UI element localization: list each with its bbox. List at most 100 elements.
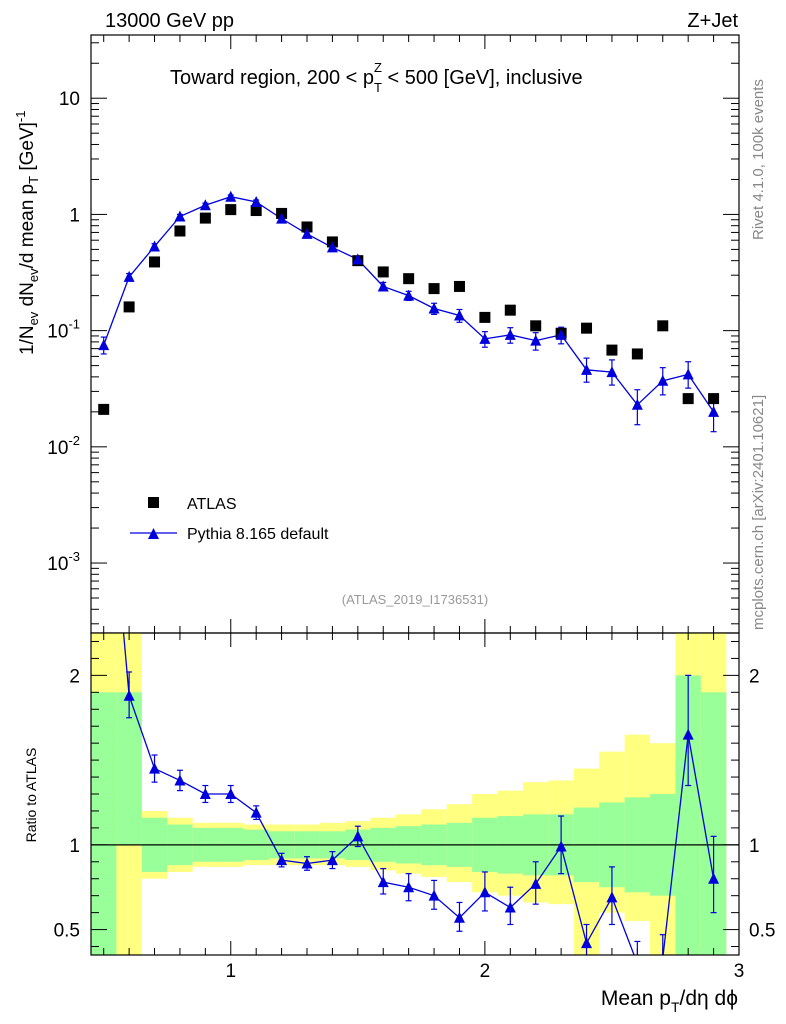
mc-point	[581, 363, 593, 375]
ratio-point	[199, 788, 211, 799]
y-tick-label: 10	[59, 89, 80, 110]
stat-band-bin	[700, 692, 727, 955]
ratio-uncertainty-bands	[91, 633, 727, 955]
legend-mc-marker	[148, 528, 159, 539]
data-point	[479, 311, 491, 323]
y-tick-label: 10-1	[47, 317, 80, 343]
ratio-tick-label: 2	[69, 666, 80, 687]
ratio-point	[225, 788, 237, 799]
data-point	[428, 283, 440, 295]
mc-point	[504, 328, 516, 340]
analysis-id: (ATLAS_2019_I1736531)	[342, 592, 488, 607]
data-point	[225, 204, 237, 216]
data-point	[581, 322, 593, 334]
ratio-point	[403, 881, 415, 893]
mc-point	[225, 190, 237, 202]
mc-point	[479, 332, 491, 344]
data-point	[377, 266, 389, 278]
data-point	[682, 393, 694, 405]
main-axis-ticks: 10-3 10-2 10-1 1 10	[47, 35, 740, 633]
y-tick-label: 10-2	[47, 433, 80, 459]
ratio-tick-label: 0.5	[54, 921, 80, 942]
x-tick-label: 3	[734, 961, 745, 982]
mc-point	[708, 405, 720, 417]
data-point	[199, 212, 211, 224]
mc-error-bars	[100, 194, 717, 433]
ratio-point	[377, 876, 389, 888]
ratio-y-axis-label: Ratio to ATLAS	[23, 748, 39, 843]
energy-label: 13000 GeV pp	[105, 10, 234, 32]
mc-point	[98, 339, 110, 351]
ratio-point	[276, 854, 288, 866]
ratio-point	[301, 857, 313, 869]
data-point	[708, 393, 720, 405]
ratio-tick-label-right: 1	[749, 836, 760, 857]
mc-point	[606, 366, 618, 378]
ratio-point	[581, 937, 593, 949]
ratio-point	[453, 911, 465, 923]
x-tick-label: 2	[480, 961, 491, 982]
mc-point	[301, 227, 313, 239]
mc-point	[657, 374, 669, 386]
data-point	[403, 273, 415, 285]
ratio-point	[632, 957, 643, 968]
mc-point	[453, 309, 465, 321]
data-point	[657, 320, 669, 332]
data-point	[606, 344, 618, 356]
ratio-point	[479, 886, 491, 898]
ratio-tick-label-right: 2	[749, 666, 760, 687]
mc-polyline	[103, 196, 715, 413]
ratio-point	[504, 901, 516, 913]
x-axis-label: Mean pT/dη dϕ	[601, 987, 738, 1015]
data-point	[123, 301, 135, 313]
ratio-point	[250, 806, 262, 818]
ratio-point	[661, 952, 665, 955]
mc-point	[631, 398, 643, 410]
ratio-point	[682, 728, 694, 740]
ratio-tick-label-right: 0.5	[749, 921, 775, 942]
data-point	[250, 205, 262, 217]
ratio-point	[352, 830, 364, 842]
mc-point	[682, 368, 694, 380]
mc-series-line	[103, 196, 715, 413]
ratio-point	[149, 762, 161, 774]
ratio-point	[123, 689, 135, 701]
data-point	[174, 225, 186, 237]
ratio-point	[606, 891, 618, 903]
mc-point	[276, 212, 288, 224]
ratio-point	[555, 840, 567, 852]
main-frame	[90, 34, 740, 634]
data-point	[301, 221, 313, 233]
stat-band-bin	[91, 692, 117, 955]
mc-point	[530, 334, 542, 346]
y-axis-label: 1/Nev dNev/d mean pT [GeV]-1	[13, 111, 41, 356]
ratio-point	[326, 854, 338, 866]
ratio-point	[530, 877, 542, 889]
ratio-point	[174, 774, 186, 786]
mc-point	[352, 253, 364, 265]
mc-point	[174, 210, 186, 222]
x-tick-labels: 1 2 3	[225, 961, 744, 982]
data-point	[530, 320, 542, 332]
legend-data-label: ATLAS	[187, 496, 237, 513]
data-markers	[98, 204, 720, 415]
ratio-tick-label: 1	[69, 836, 80, 857]
mc-point	[149, 240, 161, 252]
plot-title: Toward region, 200 < pTZ < 500 [GeV], in…	[170, 60, 583, 95]
ratio-error-bars	[126, 671, 717, 955]
y-tick-label: 10-3	[47, 549, 80, 575]
data-point	[149, 256, 161, 268]
mc-point	[199, 199, 211, 211]
legend-mc-label: Pythia 8.165 default	[187, 526, 329, 543]
mc-markers	[98, 190, 720, 417]
data-point	[98, 403, 110, 415]
mc-point	[403, 289, 415, 301]
ratio-frame	[90, 632, 740, 956]
mc-point	[123, 270, 135, 282]
mc-point	[428, 302, 440, 314]
legend-data-marker	[148, 497, 159, 508]
x-tick-label: 1	[225, 961, 236, 982]
data-point	[453, 280, 465, 292]
y-tick-label: 1	[69, 205, 80, 226]
